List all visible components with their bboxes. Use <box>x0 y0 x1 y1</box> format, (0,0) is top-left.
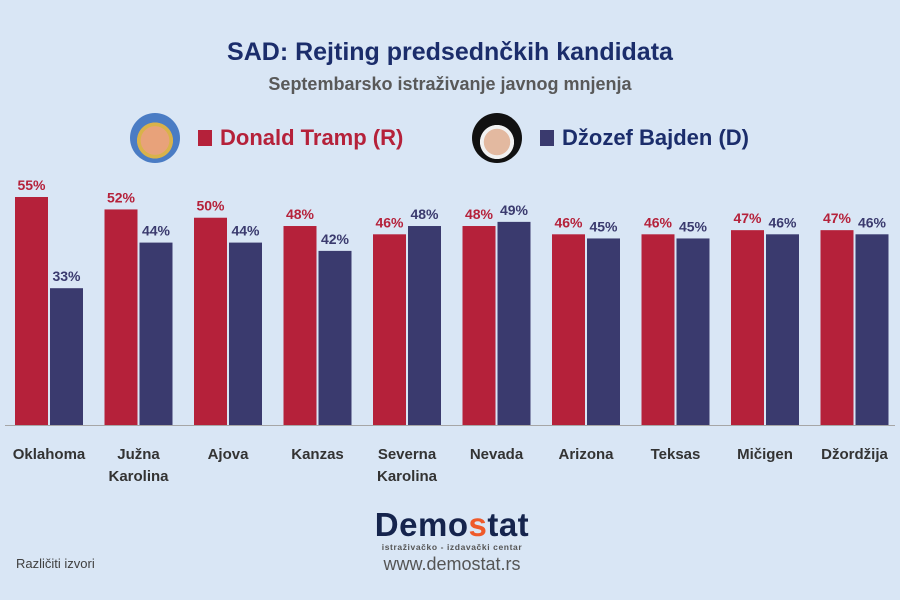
legend-swatch-tramp <box>198 130 212 146</box>
data-label: 47% <box>823 210 852 226</box>
data-label: 52% <box>107 189 136 205</box>
legend-label-tramp: Donald Tramp (R) <box>220 125 404 150</box>
data-label: 46% <box>644 214 673 230</box>
logo-text: Demostat <box>374 506 530 543</box>
bar-tramp <box>552 234 585 425</box>
bar-bajden <box>587 238 620 425</box>
website-url[interactable]: www.demostat.rs <box>383 554 521 574</box>
category-label: Arizona <box>558 446 614 463</box>
bar-tramp <box>373 234 406 425</box>
bar-bajden <box>855 234 889 425</box>
category-label: Mičigen <box>737 446 793 463</box>
data-label: 49% <box>500 202 529 218</box>
bar-bajden <box>766 234 799 425</box>
bar-tramp <box>731 230 764 425</box>
data-label: 44% <box>231 223 260 239</box>
data-label: 46% <box>375 214 404 230</box>
source-note: Različiti izvori <box>16 556 95 571</box>
data-label: 42% <box>321 231 350 247</box>
data-label: 55% <box>17 177 46 193</box>
category-label: Oklahoma <box>13 446 86 463</box>
bar-bajden <box>497 221 531 425</box>
bar-tramp <box>15 197 48 425</box>
category-label: Teksas <box>651 446 701 463</box>
bar-tramp <box>194 217 227 425</box>
bar-tramp <box>104 209 138 425</box>
bar-tramp <box>820 230 854 425</box>
legend-label-bajden: Džozef Bajden (D) <box>562 125 749 150</box>
bar-bajden <box>318 250 352 425</box>
data-label: 45% <box>679 218 708 234</box>
data-label: 48% <box>286 206 315 222</box>
data-label: 46% <box>858 214 887 230</box>
data-label: 47% <box>733 210 762 226</box>
legend-item-tramp: Donald Tramp (R) <box>130 113 403 163</box>
data-label: 48% <box>410 206 439 222</box>
data-label: 46% <box>554 214 583 230</box>
category-label: Ajova <box>208 446 250 463</box>
category-label: Karolina <box>108 468 169 485</box>
data-label: 48% <box>465 206 494 222</box>
data-label: 44% <box>142 223 171 239</box>
bar-tramp <box>462 226 496 425</box>
bar-tramp <box>283 226 317 425</box>
data-label: 45% <box>589 218 618 234</box>
data-label: 46% <box>768 214 797 230</box>
trump-portrait-icon <box>130 113 180 163</box>
bar-bajden <box>229 242 262 425</box>
biden-portrait-icon <box>472 113 522 163</box>
bar-bajden <box>676 238 710 425</box>
legend-swatch-bajden <box>540 130 554 146</box>
category-label: Kanzas <box>291 446 344 463</box>
data-label: 33% <box>52 268 81 284</box>
bar-bajden <box>139 242 173 425</box>
chart-title: SAD: Rejting predsednčkih kandidata <box>227 38 673 66</box>
chart-subtitle: Septembarsko istraživanje javnog mnjenja <box>268 74 632 94</box>
category-label: Karolina <box>377 468 438 485</box>
category-label: Južna <box>117 446 160 463</box>
demostat-logo: Demostat istraživačko - izdavački centar… <box>372 508 532 575</box>
category-label: Severna <box>378 446 437 463</box>
category-label: Nevada <box>470 446 524 463</box>
logo-tagline: istraživačko - izdavački centar <box>381 542 523 552</box>
bar-bajden <box>50 288 83 425</box>
data-label: 50% <box>196 198 225 214</box>
category-label: Džordžija <box>821 446 888 463</box>
bar-tramp <box>641 234 675 425</box>
bar-bajden <box>408 226 441 425</box>
legend-item-bajden: Džozef Bajden (D) <box>472 113 749 163</box>
